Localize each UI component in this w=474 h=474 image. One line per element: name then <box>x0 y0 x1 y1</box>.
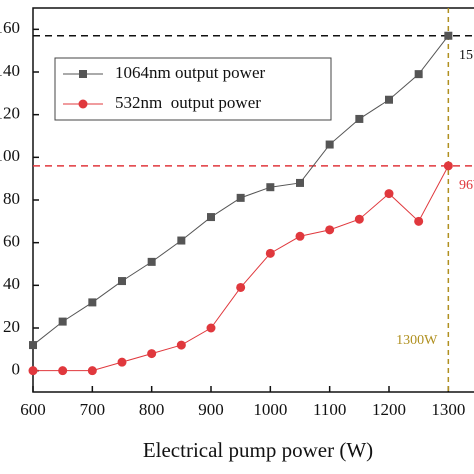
marker <box>87 366 97 376</box>
marker <box>354 214 364 224</box>
y-tick-label: 60 <box>3 232 20 251</box>
marker <box>207 213 215 222</box>
marker <box>206 323 216 333</box>
x-tick-label: 800 <box>139 400 165 419</box>
marker <box>265 248 275 258</box>
x-tick-label: 1300 <box>431 400 465 419</box>
x-axis-label: Electrical pump power (W) <box>143 438 373 462</box>
y-tick-label: 80 <box>3 189 20 208</box>
marker <box>147 257 156 266</box>
legend-box <box>54 57 332 121</box>
reference-label: 157W <box>459 48 474 63</box>
y-tick-label: 20 <box>3 317 20 336</box>
marker <box>444 31 453 40</box>
y-tick-label: 140 <box>0 61 20 80</box>
x-tick-label: 900 <box>198 400 224 419</box>
marker <box>29 341 37 350</box>
marker <box>295 231 305 241</box>
marker <box>325 140 334 149</box>
legend-label: 532nm output power <box>115 93 261 112</box>
legend-label: 1064nm output power <box>115 63 265 82</box>
marker <box>118 277 126 286</box>
x-tick-label: 1000 <box>253 400 287 419</box>
reference-label: 96W <box>459 178 474 193</box>
marker <box>236 282 246 292</box>
marker <box>414 70 423 79</box>
marker <box>177 236 186 245</box>
marker <box>355 114 364 123</box>
marker <box>117 357 127 367</box>
marker <box>384 189 394 199</box>
marker <box>176 340 186 350</box>
x-tick-label: 1100 <box>313 400 346 419</box>
marker <box>296 178 304 187</box>
x-tick-label: 600 <box>20 400 46 419</box>
marker <box>88 298 97 307</box>
marker <box>58 366 68 376</box>
marker <box>28 366 38 376</box>
y-tick-label: 40 <box>3 274 20 293</box>
marker <box>443 161 453 171</box>
marker <box>385 95 393 104</box>
y-tick-label: 120 <box>0 104 20 123</box>
marker <box>236 193 245 202</box>
marker <box>147 349 157 359</box>
marker <box>266 183 275 192</box>
y-tick-label: 0 <box>12 360 21 379</box>
reference-label: 1300W <box>396 333 438 348</box>
marker <box>325 225 335 235</box>
x-tick-label: 1200 <box>372 400 406 419</box>
legend-marker <box>78 99 88 109</box>
marker <box>58 317 67 326</box>
x-tick-label: 700 <box>80 400 106 419</box>
legend-marker <box>79 70 87 78</box>
y-tick-label: 160 <box>0 18 20 37</box>
y-tick-label: 100 <box>0 146 20 165</box>
marker <box>414 216 424 226</box>
